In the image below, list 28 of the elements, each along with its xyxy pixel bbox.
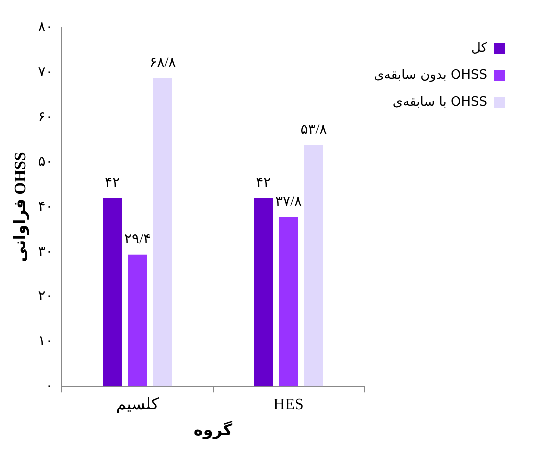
- legend-label: بدون سابقه‌ی OHSS: [374, 68, 488, 83]
- y-tick-label: ۱۰: [38, 334, 54, 350]
- bar: [128, 254, 148, 387]
- x-axis-title: گروه: [194, 420, 234, 440]
- y-tick-label: ۴۰: [38, 200, 54, 215]
- data-label: ۴۲: [105, 176, 120, 192]
- data-label: ۲۹/۴: [124, 232, 151, 248]
- x-tick-label: کلسیم: [116, 396, 160, 414]
- y-tick-label: ۸۰: [38, 20, 54, 36]
- data-label: ۳۷/۸: [276, 194, 302, 210]
- y-tick-label: ۳۰: [38, 244, 54, 260]
- legend-label: کل: [471, 40, 488, 56]
- bar: [103, 198, 122, 387]
- data-label: ۶۸/۸: [150, 56, 177, 71]
- y-tick-label: ۷۰: [38, 65, 54, 80]
- bar: [254, 198, 274, 387]
- bar: [304, 145, 324, 387]
- x-tick-label: HES: [274, 396, 304, 414]
- y-tick-label: ۰: [46, 379, 54, 394]
- y-tick-label: ۵۰: [38, 155, 54, 170]
- bar: [279, 217, 298, 387]
- legend-label: با سابقه‌ی OHSS: [392, 94, 488, 110]
- data-label: ۵۳/۸: [300, 123, 328, 138]
- y-axis-title: فراوانی OHSS: [12, 152, 30, 262]
- y-tick-label: ۶۰: [38, 110, 54, 126]
- y-tick-label: ۲۰: [38, 290, 54, 305]
- data-label: ۴۲: [256, 176, 272, 192]
- bar: [153, 78, 172, 387]
